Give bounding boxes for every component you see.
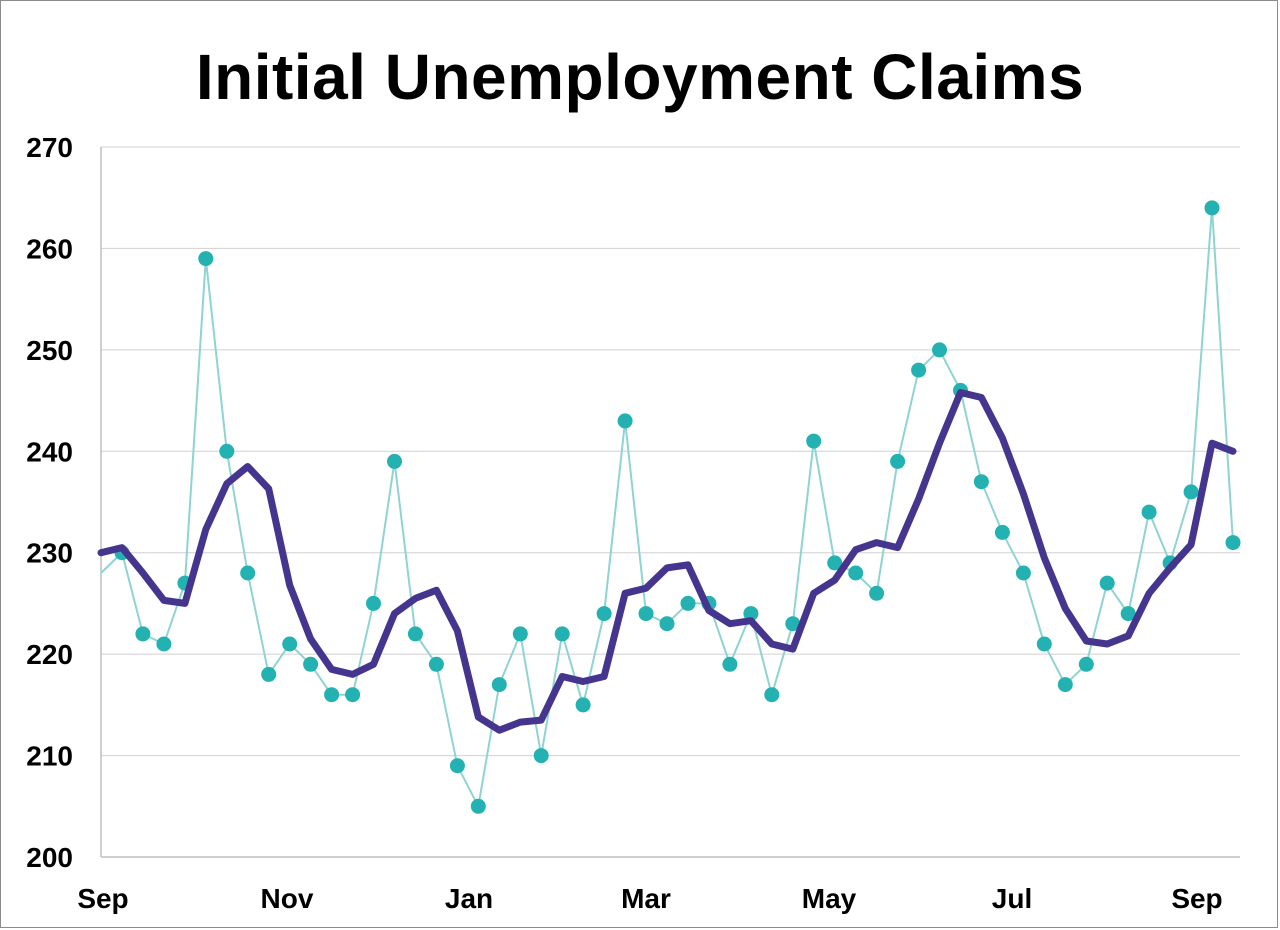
data-point (156, 636, 172, 652)
y-tick-label: 210 (26, 741, 73, 772)
data-point (785, 616, 801, 632)
data-point (1120, 606, 1136, 622)
data-point (994, 524, 1010, 540)
data-point (764, 687, 780, 703)
data-point (554, 626, 570, 642)
y-tick-label: 200 (26, 842, 73, 873)
x-tick-label: Jul (992, 883, 1032, 914)
data-point (911, 362, 927, 378)
data-point (596, 606, 612, 622)
y-tick-label: 260 (26, 233, 73, 264)
x-tick-label: Sep (1171, 883, 1222, 914)
data-point (848, 565, 864, 581)
data-point (219, 443, 235, 459)
moving-average-line (97, 389, 1237, 734)
data-point (533, 748, 549, 764)
x-tick-label: Mar (621, 883, 671, 914)
y-tick-label: 240 (26, 436, 73, 467)
y-tick-label: 220 (26, 639, 73, 670)
data-point (512, 626, 528, 642)
data-point (1036, 636, 1052, 652)
data-point (575, 697, 591, 713)
x-tick-label: Nov (261, 883, 314, 914)
data-point (261, 666, 277, 682)
data-point (638, 606, 654, 622)
data-point (806, 433, 822, 449)
data-point (491, 677, 507, 693)
data-point (1225, 535, 1241, 551)
data-point (617, 413, 633, 429)
y-tick-label: 230 (26, 538, 73, 569)
chart-title: Initial Unemployment Claims (195, 41, 1085, 113)
data-point (345, 687, 361, 703)
y-tick-label: 270 (26, 132, 73, 163)
data-point (890, 453, 906, 469)
data-point (1204, 200, 1220, 216)
data-point (1141, 504, 1157, 520)
data-point (135, 626, 151, 642)
data-point (973, 474, 989, 490)
data-point (324, 687, 340, 703)
data-point (198, 251, 214, 267)
data-point (387, 453, 402, 469)
data-point (932, 342, 947, 358)
weekly-claims-points (114, 200, 1241, 814)
y-axis: 200 210 220 230 240 250 260 270 (26, 132, 73, 873)
x-axis: Sep Nov Jan Mar May Jul Sep (77, 883, 1222, 914)
y-tick-label: 250 (26, 335, 73, 366)
data-point (722, 656, 738, 672)
data-point (428, 656, 444, 672)
data-point (869, 585, 885, 601)
data-point (743, 606, 759, 622)
gridlines (101, 146, 1240, 757)
data-point (1057, 677, 1073, 693)
data-point (1078, 656, 1094, 672)
data-point (282, 636, 298, 652)
x-tick-label: Sep (77, 883, 128, 914)
data-point (827, 555, 843, 571)
data-point (680, 595, 696, 611)
data-point (240, 565, 256, 581)
x-tick-label: May (802, 883, 857, 914)
data-point (659, 616, 675, 632)
x-tick-label: Jan (445, 883, 493, 914)
data-point (303, 656, 319, 672)
data-point (366, 595, 381, 611)
data-point (449, 758, 465, 774)
data-point (407, 626, 423, 642)
data-point (1015, 565, 1031, 581)
data-point (1099, 575, 1115, 591)
data-point (1183, 484, 1199, 500)
data-point (470, 798, 486, 814)
